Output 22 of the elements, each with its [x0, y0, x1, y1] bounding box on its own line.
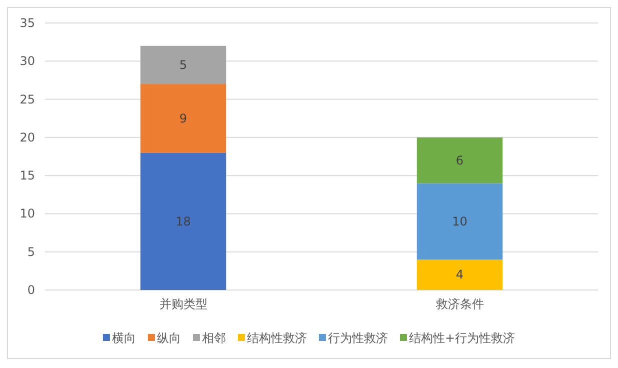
- x-tick-label: 救济条件: [434, 297, 484, 311]
- y-tick-label: 5: [27, 244, 35, 259]
- data-label: 6: [456, 153, 464, 168]
- y-tick-label: 10: [20, 206, 35, 221]
- y-tick-label: 15: [20, 168, 35, 183]
- y-tick-label: 0: [27, 283, 35, 297]
- y-tick-label: 30: [20, 54, 35, 68]
- data-label: 18: [176, 214, 191, 228]
- y-tick-label: 35: [20, 16, 35, 30]
- legend-label: 相邻: [202, 331, 226, 345]
- legend-label: 结构性+行为性救济: [408, 331, 516, 345]
- legend-label: 结构性救济: [246, 331, 307, 345]
- data-label: 9: [179, 111, 188, 126]
- data-label: 10: [452, 214, 468, 228]
- legend-label: 纵向: [156, 331, 181, 345]
- legend-label: 行为性救济: [328, 331, 388, 345]
- y-tick-label: 20: [20, 130, 35, 144]
- data-label: 5: [179, 58, 188, 72]
- data-label: 4: [456, 268, 464, 282]
- y-tick-label: 25: [20, 92, 35, 106]
- legend-label: 横向: [112, 331, 136, 345]
- x-tick-label: 并购类型: [159, 297, 208, 311]
